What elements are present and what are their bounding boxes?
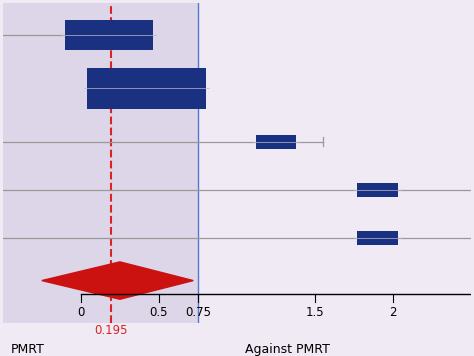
Text: PMRT: PMRT <box>10 343 45 356</box>
Text: 0.75: 0.75 <box>185 306 211 319</box>
Text: Against PMRT: Against PMRT <box>245 343 330 356</box>
Text: 0.5: 0.5 <box>150 306 168 319</box>
Text: 0: 0 <box>77 306 84 319</box>
Text: 0.195: 0.195 <box>94 324 128 337</box>
Bar <box>256 135 296 148</box>
Text: 1.5: 1.5 <box>306 306 324 319</box>
Bar <box>3 3 198 323</box>
Text: 2: 2 <box>390 306 397 319</box>
Bar <box>65 20 153 50</box>
Bar <box>87 68 206 109</box>
Polygon shape <box>42 262 193 299</box>
Bar <box>357 183 398 197</box>
Bar <box>357 231 398 245</box>
